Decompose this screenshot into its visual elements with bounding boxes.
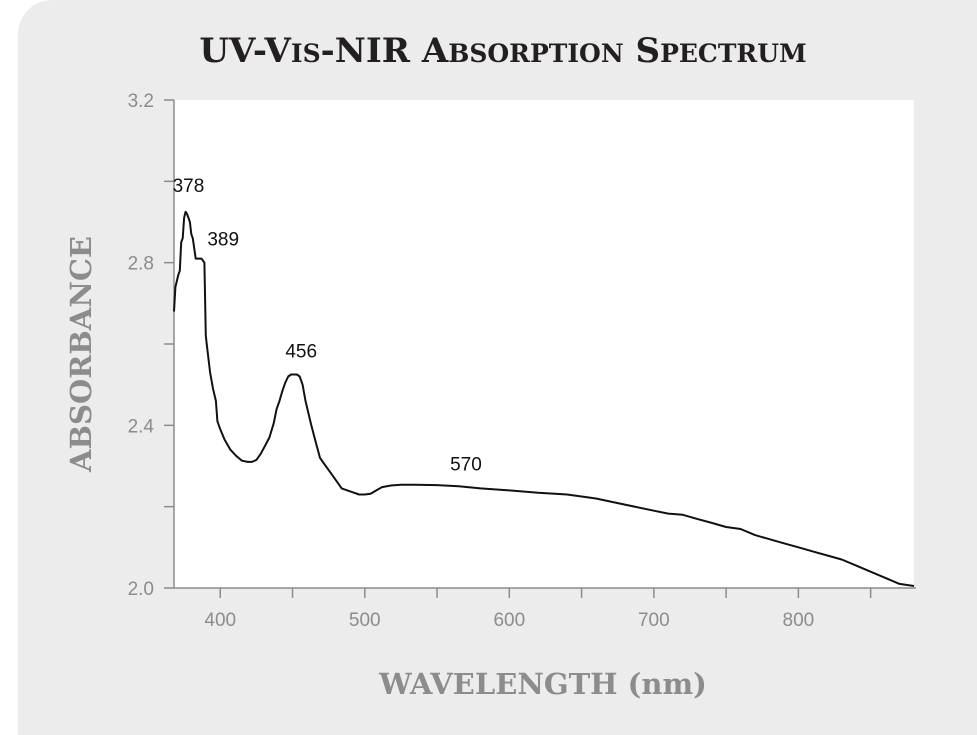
chart-title-part: IS <box>291 39 321 68</box>
x-tick-label: 600 <box>493 610 525 631</box>
plot-area <box>174 100 914 588</box>
chart-title-part: S <box>624 31 660 71</box>
ticks: 400 500 600 700 800 2.0 2.4 2.8 3.2 <box>128 91 872 631</box>
peak-label: 389 <box>207 230 239 251</box>
chart-title-part: UV-V <box>199 31 291 71</box>
y-tick-label: 2.0 <box>128 579 154 600</box>
chart-title-part: BSORPTION <box>448 39 623 68</box>
peak-labels: 378 389 456 570 <box>173 176 482 476</box>
spectrum-line <box>173 210 915 587</box>
y-axis-title: ABSORBANCE <box>64 236 98 473</box>
x-axis-title: WAVELENGTH (nm) <box>378 667 707 701</box>
y-tick-label: 2.8 <box>128 254 154 275</box>
y-tick-label: 2.4 <box>128 416 155 437</box>
x-tick-label: 800 <box>783 610 815 631</box>
peak-label: 570 <box>450 455 482 476</box>
chart-title-part: -NIR A <box>321 31 449 71</box>
chart-title-part: PECTRUM <box>660 39 807 68</box>
chart-title: UV-VIS-NIR ABSORPTION SPECTRUM <box>199 31 806 71</box>
x-tick-label: 400 <box>204 610 236 631</box>
peak-label: 378 <box>173 176 205 197</box>
peak-label: 456 <box>285 342 317 363</box>
x-tick-label: 700 <box>638 610 670 631</box>
y-tick-label: 3.2 <box>128 91 154 112</box>
x-tick-label: 500 <box>349 610 381 631</box>
